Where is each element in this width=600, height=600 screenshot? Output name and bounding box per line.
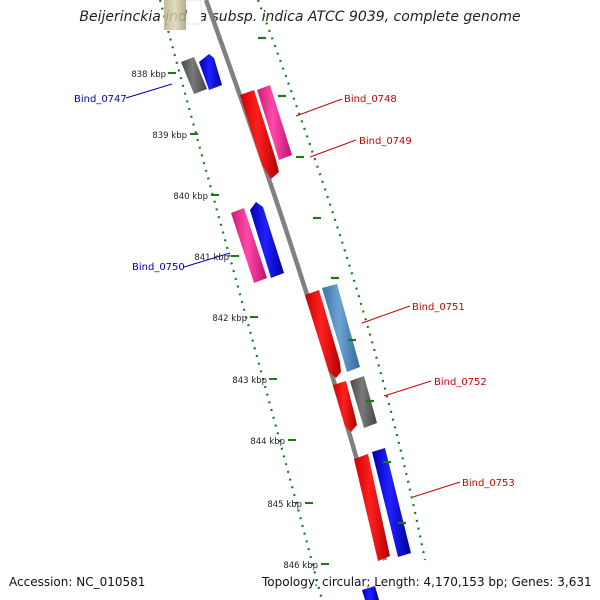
genome-summary: Topology: circular; Length: 4,170,153 bp… bbox=[262, 575, 592, 589]
gene-feature-gray bbox=[181, 57, 207, 94]
gene-feature-pink bbox=[257, 85, 292, 160]
connector-0748 bbox=[295, 98, 343, 117]
scale-label-846: 846 kbp bbox=[283, 561, 318, 571]
gene-feature-red bbox=[333, 381, 357, 432]
gene-feature-red bbox=[354, 454, 390, 561]
gene-labels: Bind_0747 Bind_0748 Bind_0749 Bind_0750 … bbox=[74, 94, 515, 489]
gene-feature-blue bbox=[372, 448, 411, 557]
connector-0750 bbox=[183, 252, 231, 268]
gene-feature-gray bbox=[350, 376, 377, 428]
inner-track-line bbox=[158, 0, 324, 600]
gene-feature-pink bbox=[231, 208, 267, 283]
track-boundaries bbox=[158, 0, 427, 600]
gene-label-bind-0749: Bind_0749 bbox=[359, 136, 412, 147]
partial-gene-white bbox=[186, 0, 202, 25]
scale-ticks: 838 kbp 839 kbp 840 kbp 841 kbp 842 kbp … bbox=[131, 70, 329, 571]
gene-label-bind-0747: Bind_0747 bbox=[74, 94, 127, 105]
gene-feature-red bbox=[240, 90, 279, 179]
partial-gene-olive bbox=[164, 0, 186, 30]
gene-label-bind-0748: Bind_0748 bbox=[344, 94, 397, 105]
scale-label-841: 841 kbp bbox=[194, 253, 229, 263]
scale-label-842: 842 kbp bbox=[212, 314, 247, 324]
gene-feature-blue bbox=[199, 54, 222, 90]
scale-label-838: 838 kbp bbox=[131, 70, 166, 80]
gene-feature-blue bbox=[362, 586, 379, 600]
gene-features bbox=[181, 54, 411, 600]
scale-label-844: 844 kbp bbox=[250, 437, 285, 447]
connector-0752 bbox=[383, 380, 432, 397]
gene-label-bind-0751: Bind_0751 bbox=[412, 302, 465, 313]
connector-0753 bbox=[412, 481, 461, 498]
outer-track-line bbox=[256, 0, 427, 561]
connector-0751 bbox=[361, 305, 411, 324]
gene-label-bind-0752: Bind_0752 bbox=[434, 377, 487, 388]
connector-0749 bbox=[309, 139, 357, 158]
scale-label-839: 839 kbp bbox=[152, 131, 187, 141]
scale-label-840: 840 kbp bbox=[173, 192, 208, 202]
label-connectors bbox=[125, 83, 461, 498]
gene-feature-steelblue bbox=[322, 284, 360, 372]
scale-label-843: 843 kbp bbox=[232, 376, 267, 386]
gene-feature-blue bbox=[250, 202, 284, 278]
outer-ticks bbox=[258, 36, 406, 525]
gene-feature-red bbox=[305, 290, 341, 378]
top-partial-features bbox=[164, 0, 202, 30]
accession-label: Accession: NC_010581 bbox=[9, 575, 146, 589]
gene-label-bind-0753: Bind_0753 bbox=[462, 478, 515, 489]
connector-0747 bbox=[125, 83, 173, 99]
gene-label-bind-0750: Bind_0750 bbox=[132, 262, 185, 273]
scale-label-845: 845 kbp bbox=[267, 500, 302, 510]
